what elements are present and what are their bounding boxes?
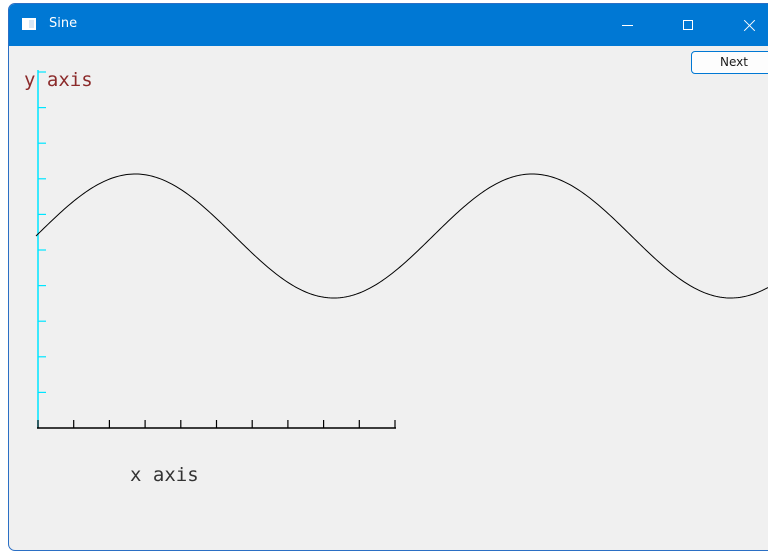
y-axis-label: y axis (24, 69, 93, 91)
y-axis (37, 70, 46, 428)
maximize-button[interactable] (665, 4, 711, 46)
next-button[interactable]: Next (691, 51, 768, 74)
x-axis-label: x axis (130, 464, 199, 486)
title-bar[interactable]: Sine (9, 4, 768, 46)
maximize-icon (683, 20, 693, 30)
sine-curve (35, 173, 768, 299)
app-window-icon (22, 18, 36, 30)
minimize-button[interactable] (604, 4, 650, 46)
app-window: Sine Next (8, 3, 768, 551)
x-axis (37, 420, 396, 429)
minimize-icon (621, 24, 633, 26)
window-title: Sine (49, 16, 78, 31)
